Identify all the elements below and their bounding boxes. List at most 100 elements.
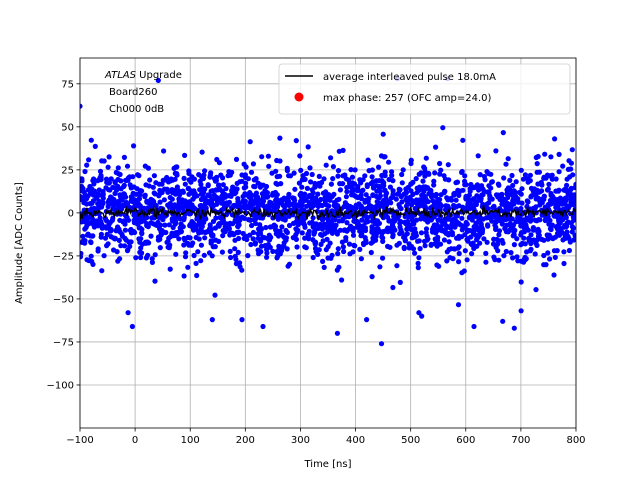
blue-point [488,185,494,191]
blue-point [287,173,294,179]
blue-point [85,215,91,221]
blue-point [192,206,198,212]
blue-point [264,254,270,260]
blue-point [80,238,86,244]
blue-point [459,270,465,276]
blue-point [484,169,490,175]
blue-point [462,173,468,179]
blue-point [510,198,516,204]
blue-point [463,195,469,201]
blue-point [396,202,402,208]
blue-point [455,187,461,193]
blue-point [151,173,157,179]
blue-point [359,231,365,237]
blue-point [549,176,555,182]
y-tick-label: 0 [68,208,74,219]
blue-point [556,169,562,175]
blue-point [326,195,332,201]
blue-point [196,236,202,242]
blue-point [297,153,303,159]
blue-point [422,173,428,179]
blue-point [500,130,506,136]
blue-point [394,215,400,221]
blue-point [247,193,253,200]
blue-point [474,237,480,243]
blue-point [298,167,304,173]
blue-point [209,197,215,203]
blue-point [446,246,452,253]
blue-point [335,246,341,252]
blue-point [550,236,556,242]
blue-point [241,161,247,167]
blue-point [470,203,477,209]
blue-point [87,183,93,190]
blue-point [518,191,524,197]
blue-point [386,218,392,224]
blue-point [385,243,391,249]
blue-point [375,183,382,189]
blue-point [123,199,129,206]
blue-point [150,221,156,227]
x-axis-ticks: −100 0 100 200 300 400 500 600 700 800 [66,428,586,446]
blue-point [316,173,322,179]
blue-point [444,195,450,201]
blue-point [241,215,247,221]
blue-point [340,244,346,250]
blue-point [320,238,326,244]
blue-point [481,236,487,242]
blue-outlier-point [239,317,245,323]
blue-point [255,235,261,241]
blue-point [279,232,285,238]
blue-point [402,237,408,243]
blue-point [469,251,475,257]
blue-point [186,170,192,177]
blue-point [416,255,422,261]
blue-point [362,235,368,241]
blue-point [117,192,123,198]
blue-point [309,219,315,225]
blue-point [105,164,111,170]
blue-point [388,200,394,206]
blue-point [108,199,114,205]
blue-point [230,221,236,227]
blue-point [397,279,403,285]
blue-point [175,207,181,213]
blue-point [220,218,226,224]
blue-point [264,246,270,253]
blue-point [466,206,472,212]
blue-point [238,204,244,210]
blue-point [496,232,502,238]
blue-point [180,188,186,194]
blue-point [494,236,500,242]
blue-point [138,236,144,242]
blue-point [284,165,290,171]
annotation-channel: Ch000 0dB [109,104,164,115]
blue-point [116,237,122,243]
blue-point [382,154,388,160]
blue-point [294,244,300,250]
blue-point [362,227,369,234]
blue-point [145,165,151,171]
blue-point [97,168,104,174]
blue-point [385,225,391,231]
blue-point [200,229,206,235]
blue-point [265,193,271,200]
blue-point [207,174,213,180]
blue-point [150,184,156,190]
blue-point [301,222,308,228]
blue-outlier-point [80,103,83,109]
blue-point [133,255,139,261]
blue-point [544,232,550,238]
blue-point [181,242,187,248]
blue-point [125,217,132,223]
blue-point [536,228,542,234]
blue-point [568,186,574,192]
blue-point [418,230,425,236]
blue-point [219,249,225,255]
blue-point [530,205,537,211]
legend-label-max-phase: max phase: 257 (OFC amp=24.0) [323,93,492,104]
blue-point [387,184,393,190]
blue-point [547,226,554,232]
blue-point [369,224,375,230]
blue-outlier-point [500,318,506,324]
